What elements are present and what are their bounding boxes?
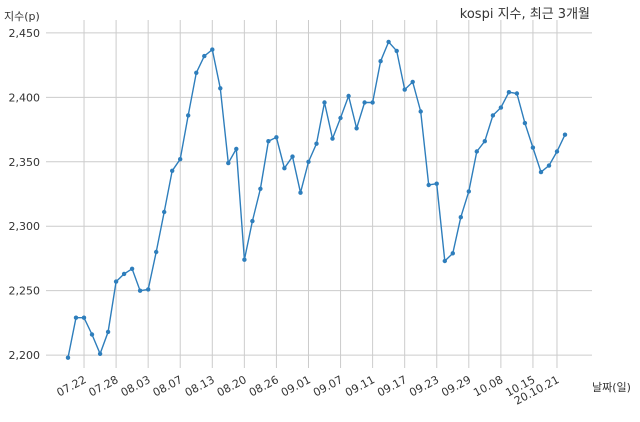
y-tick-label: 2,300 [9,220,41,233]
data-point [137,288,143,293]
x-tick-label: 09.23 [407,373,441,399]
data-point [186,113,191,118]
y-axis-ticks: 2,200 2,250 2,300 2,350 2,400 2,450 [9,27,41,362]
data-point [306,159,311,164]
data-point [458,215,463,220]
data-point [242,257,247,262]
x-tick-label: 09.17 [375,373,409,399]
data-point [65,355,71,360]
data-point [105,329,111,335]
x-axis-label: 날짜(일) [592,380,631,394]
data-point [81,315,87,320]
data-point [530,145,536,150]
data-point [154,249,159,255]
data-point [386,39,391,45]
data-point [378,59,383,64]
data-point [442,258,447,264]
data-point [73,315,79,320]
x-tick-label: 07.22 [55,373,89,399]
data-point [474,149,479,154]
data-point [234,146,239,152]
y-tick-label: 2,250 [9,285,41,298]
data-point [274,135,279,140]
x-tick-label: 08.13 [183,373,217,399]
y-tick-label: 2,350 [9,156,41,169]
data-point [250,218,255,224]
data-points [65,39,568,360]
data-point [514,91,520,96]
data-point [258,186,263,191]
x-tick-label: 09.01 [279,373,313,399]
data-point [113,279,119,284]
data-point [210,47,215,52]
data-point [546,163,552,168]
x-tick-label: 09.11 [343,373,377,399]
data-point [97,351,103,356]
data-point [522,120,528,126]
x-axis-ticks: 07.2207.2808.0308.0708.1308.2008.2609.01… [55,373,562,407]
data-point [226,160,231,166]
data-point [554,149,560,154]
data-point [426,182,431,188]
data-point [498,105,504,110]
data-point [162,209,167,215]
data-point [202,53,207,59]
data-point [314,141,319,146]
x-tick-label: 08.03 [119,373,153,399]
data-point [362,100,367,105]
data-point [298,190,303,195]
data-point [482,139,487,144]
chart-title: kospi 지수, 최근 3개월 [460,7,590,22]
x-tick-label: 07.28 [87,373,121,399]
data-point [410,79,415,85]
x-tick-label: 08.07 [151,373,185,399]
data-point [146,287,151,292]
data-point [178,157,183,162]
y-axis-label: 지수(p) [4,10,40,23]
data-point [330,136,335,141]
data-point [490,113,496,118]
data-point [434,181,439,186]
data-point [121,271,127,277]
x-tick-label: 08.20 [215,373,249,399]
data-point [266,139,271,144]
data-point [506,90,512,95]
data-point [466,189,471,194]
data-point [194,70,199,76]
data-point [89,332,95,337]
x-tick-label: 10.08 [471,373,505,399]
data-point [129,266,135,271]
data-point [450,251,455,256]
data-point [354,126,359,131]
data-point [346,93,351,99]
grid-lines [46,20,592,368]
data-point [322,100,327,105]
data-point [282,166,287,171]
data-point [218,86,223,91]
data-point [538,169,544,175]
data-point [418,109,423,114]
y-tick-label: 2,400 [9,91,41,104]
data-point [170,168,175,173]
x-tick-label: 09.07 [311,373,345,399]
data-point [338,115,343,121]
data-point [394,48,399,54]
x-tick-label: 08.26 [247,373,281,399]
data-point [370,100,375,105]
y-tick-label: 2,200 [9,349,41,362]
y-tick-label: 2,450 [9,27,41,40]
data-point [402,87,407,92]
series-line [67,40,566,358]
data-point [562,132,568,137]
data-point [290,154,295,159]
x-tick-label: 09.29 [439,373,473,399]
